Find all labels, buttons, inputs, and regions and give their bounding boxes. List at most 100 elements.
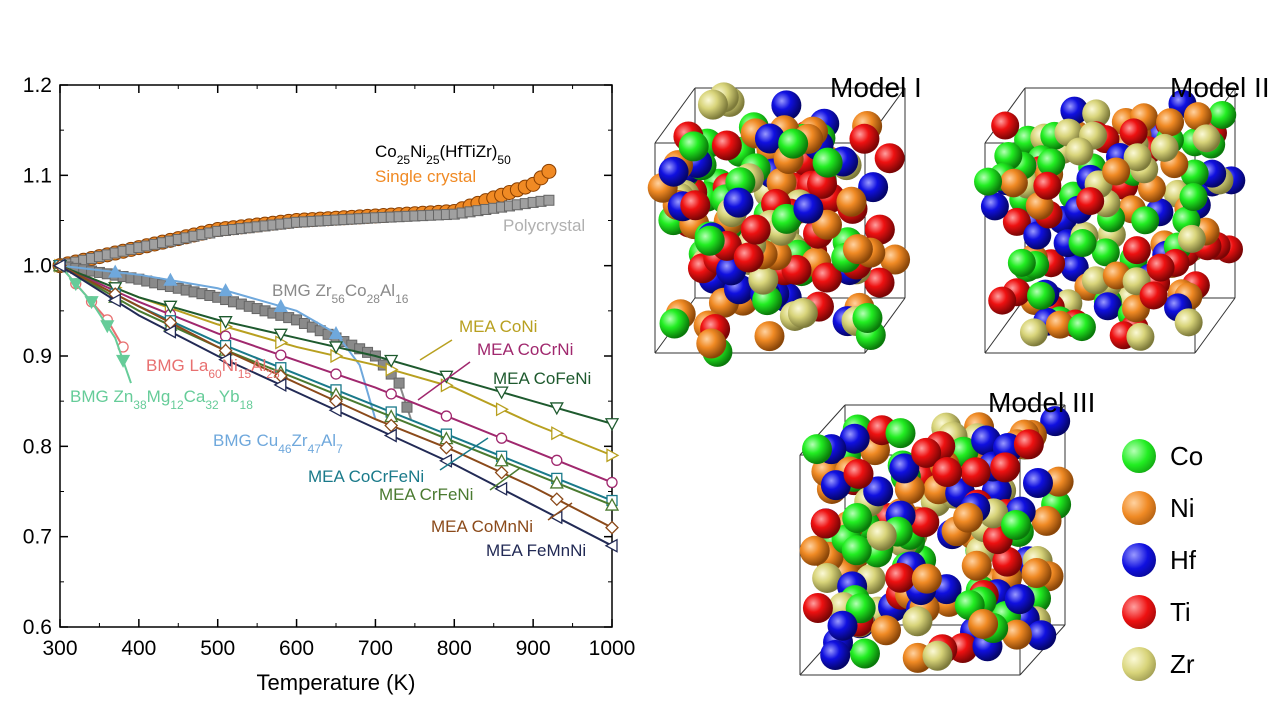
atomic-models — [647, 82, 1246, 676]
series-mea-coni — [54, 258, 620, 463]
legend-label: Ni — [1170, 492, 1195, 523]
ti-atom — [1122, 236, 1151, 265]
data-point — [604, 538, 618, 553]
series-mea-cofeni — [52, 260, 620, 432]
ni-atom — [999, 168, 1028, 197]
series-bmg-cu46zr47al7 — [52, 258, 377, 420]
co-atom — [694, 225, 725, 256]
ti-atom — [1139, 281, 1168, 310]
data-point — [604, 418, 620, 432]
ti-atom — [932, 457, 963, 488]
data-point — [68, 278, 83, 292]
bmg-zr-label: BMG Zr56Co28Al16 — [272, 281, 409, 306]
ti-atom — [1013, 429, 1044, 460]
co-atom — [778, 128, 809, 159]
ti-atom — [874, 143, 905, 174]
bmg-la-label: BMG La60Ni15Al25 — [146, 356, 280, 381]
ti-atom — [990, 452, 1021, 483]
arrow-coni — [419, 339, 453, 361]
hf-atom — [839, 423, 870, 454]
co-atom — [812, 147, 843, 178]
data-point — [551, 454, 563, 466]
hf-atom — [820, 470, 851, 501]
data-point — [385, 388, 397, 400]
co-atom — [974, 167, 1003, 196]
series-polycrystal — [54, 194, 555, 272]
y-tick-label: 1.2 — [23, 74, 52, 97]
x-tick-label: 300 — [42, 637, 77, 660]
model-box-edge — [984, 297, 1026, 354]
arrow-crfeni — [489, 467, 521, 491]
ti-atom — [885, 562, 916, 593]
zr-atom — [1126, 322, 1155, 351]
model-2 — [974, 87, 1246, 354]
x-tick-label: 900 — [516, 637, 551, 660]
co-atom — [849, 638, 880, 669]
data-point — [494, 481, 508, 496]
ni-atom — [836, 186, 867, 217]
mea-cocrni-label: MEA CoCrNi — [477, 340, 573, 359]
y-tick-label: 0.8 — [23, 435, 52, 458]
zr-atom — [1019, 318, 1048, 347]
ni-atom — [871, 615, 902, 646]
model-2-title: Model II — [1170, 72, 1270, 103]
mea-coni-label: MEA CoNi — [459, 317, 537, 336]
y-tick-label: 1.0 — [23, 255, 52, 278]
bmg-zn-label: BMG Zn38Mg12Ca32Yb18 — [70, 387, 253, 412]
hf-atom — [723, 187, 754, 218]
hf-atom — [1026, 620, 1057, 651]
ti-swatch-icon — [1122, 595, 1156, 629]
data-point — [494, 386, 509, 400]
zr-atom — [1174, 308, 1203, 337]
hf-atom — [1093, 292, 1122, 321]
co-atom — [659, 308, 690, 339]
hf-atom — [793, 193, 824, 224]
x-tick-label: 700 — [358, 637, 393, 660]
ti-atom — [960, 457, 991, 488]
ti-atom — [864, 267, 895, 298]
ti-atom — [1119, 118, 1148, 147]
data-point — [549, 492, 564, 507]
zr-atom — [697, 89, 728, 120]
data-point — [328, 326, 344, 340]
legend-label: Co — [1170, 440, 1204, 471]
ni-atom — [880, 244, 911, 275]
co-atom — [1208, 100, 1237, 129]
model-box-edge — [1194, 297, 1236, 354]
data-point — [163, 324, 177, 339]
ti-atom — [843, 458, 874, 489]
hf-atom — [858, 172, 889, 203]
data-point — [273, 298, 288, 312]
ti-atom — [1033, 171, 1062, 200]
co-atom — [678, 131, 709, 162]
data-point — [541, 163, 557, 179]
ni-atom — [1102, 157, 1131, 186]
mea-cofeni-label: MEA CoFeNi — [493, 369, 591, 388]
model-1 — [647, 82, 911, 367]
legend-item-zr: Zr — [1122, 638, 1272, 690]
zr-atom — [787, 297, 818, 328]
zr-atom — [866, 520, 897, 551]
data-point — [495, 432, 508, 444]
arrow-cocrfeni — [439, 437, 489, 471]
data-point — [273, 328, 288, 342]
mea-crfeni-label: MEA CrFeNi — [379, 485, 473, 504]
ti-atom — [992, 546, 1023, 577]
data-point — [604, 497, 620, 511]
ti-atom — [1002, 207, 1031, 236]
composition-label: Co25Ni25(HfTiZr)50 — [375, 142, 511, 167]
data-point — [328, 341, 344, 355]
ti-atom — [711, 130, 742, 161]
co-atom — [994, 141, 1023, 170]
data-point — [549, 475, 564, 489]
co-atom — [1131, 206, 1160, 235]
co-atom — [1027, 281, 1056, 310]
co-atom — [885, 418, 916, 449]
ti-atom — [733, 242, 764, 273]
co-atom — [841, 535, 872, 566]
data-point — [551, 426, 565, 441]
arrow-comnni — [547, 502, 573, 521]
co-atom — [1067, 313, 1096, 342]
data-point — [330, 368, 342, 380]
